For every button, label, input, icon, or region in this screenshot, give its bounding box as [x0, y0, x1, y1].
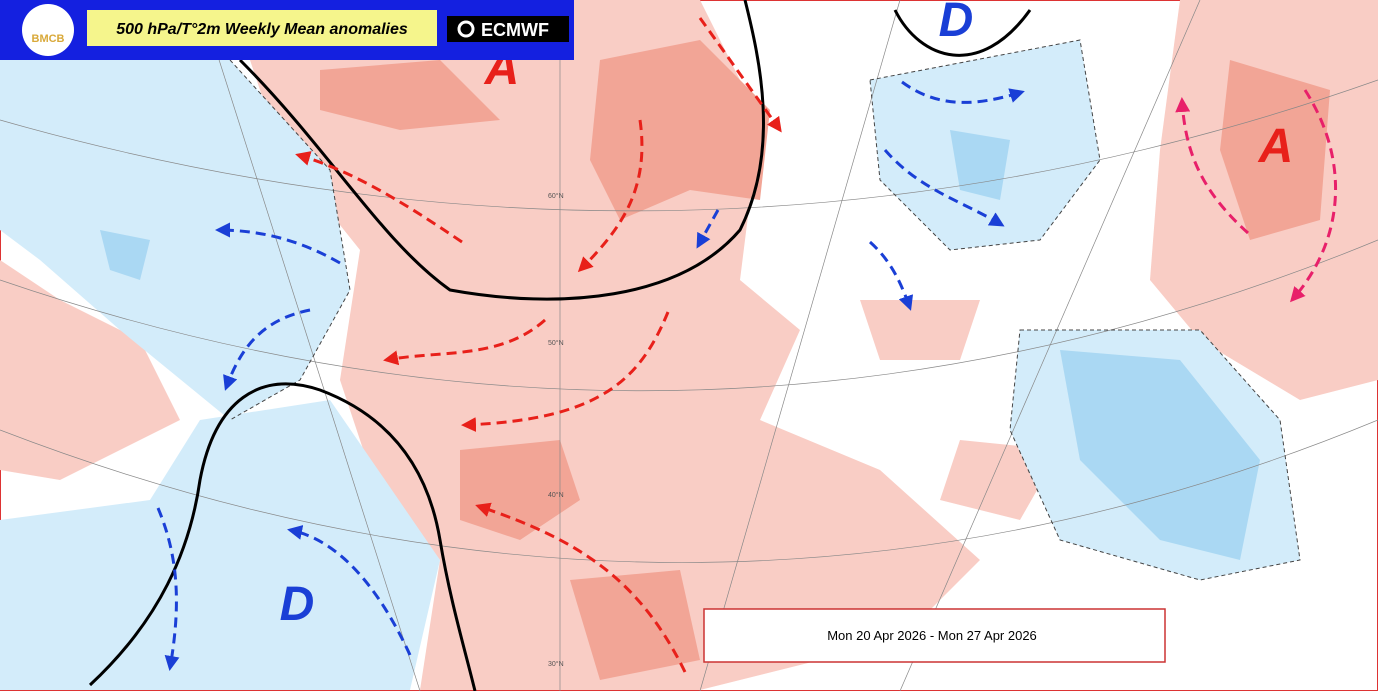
- strong-cold-anomalies: [100, 130, 1260, 560]
- latitude-label: 60°N: [548, 192, 564, 200]
- brand-box: [447, 16, 569, 42]
- latitude-label: 30°N: [548, 660, 564, 668]
- depression-label: D: [280, 578, 315, 631]
- cold-advection-arrows: [156, 80, 1025, 671]
- warm-advection-arrows: [295, 17, 782, 673]
- latitude-label: 40°N: [548, 491, 564, 499]
- title: 500 hPa/T°2m Weekly Mean anomalies: [116, 21, 408, 38]
- brand-icon: [457, 20, 475, 38]
- period-box: [703, 608, 1166, 663]
- warm-advection-arrows-east: [1175, 89, 1338, 303]
- title-box: [87, 10, 437, 46]
- geopotential-lines: [88, 0, 1032, 691]
- brand: ECMWF: [481, 20, 549, 40]
- logo-badge: [22, 4, 74, 56]
- depression-label: D: [939, 0, 974, 47]
- header: BMCB 500 hPa/T°2m Weekly Mean anomalies …: [0, 0, 574, 60]
- logo-text: BMCB: [32, 33, 65, 45]
- period: Mon 20 Apr 2026 - Mon 27 Apr 2026: [827, 628, 1037, 643]
- anticyclone-label: A: [1258, 120, 1294, 173]
- anomaly-contours: [229, 39, 1301, 581]
- latitude-label: 50°N: [548, 339, 564, 347]
